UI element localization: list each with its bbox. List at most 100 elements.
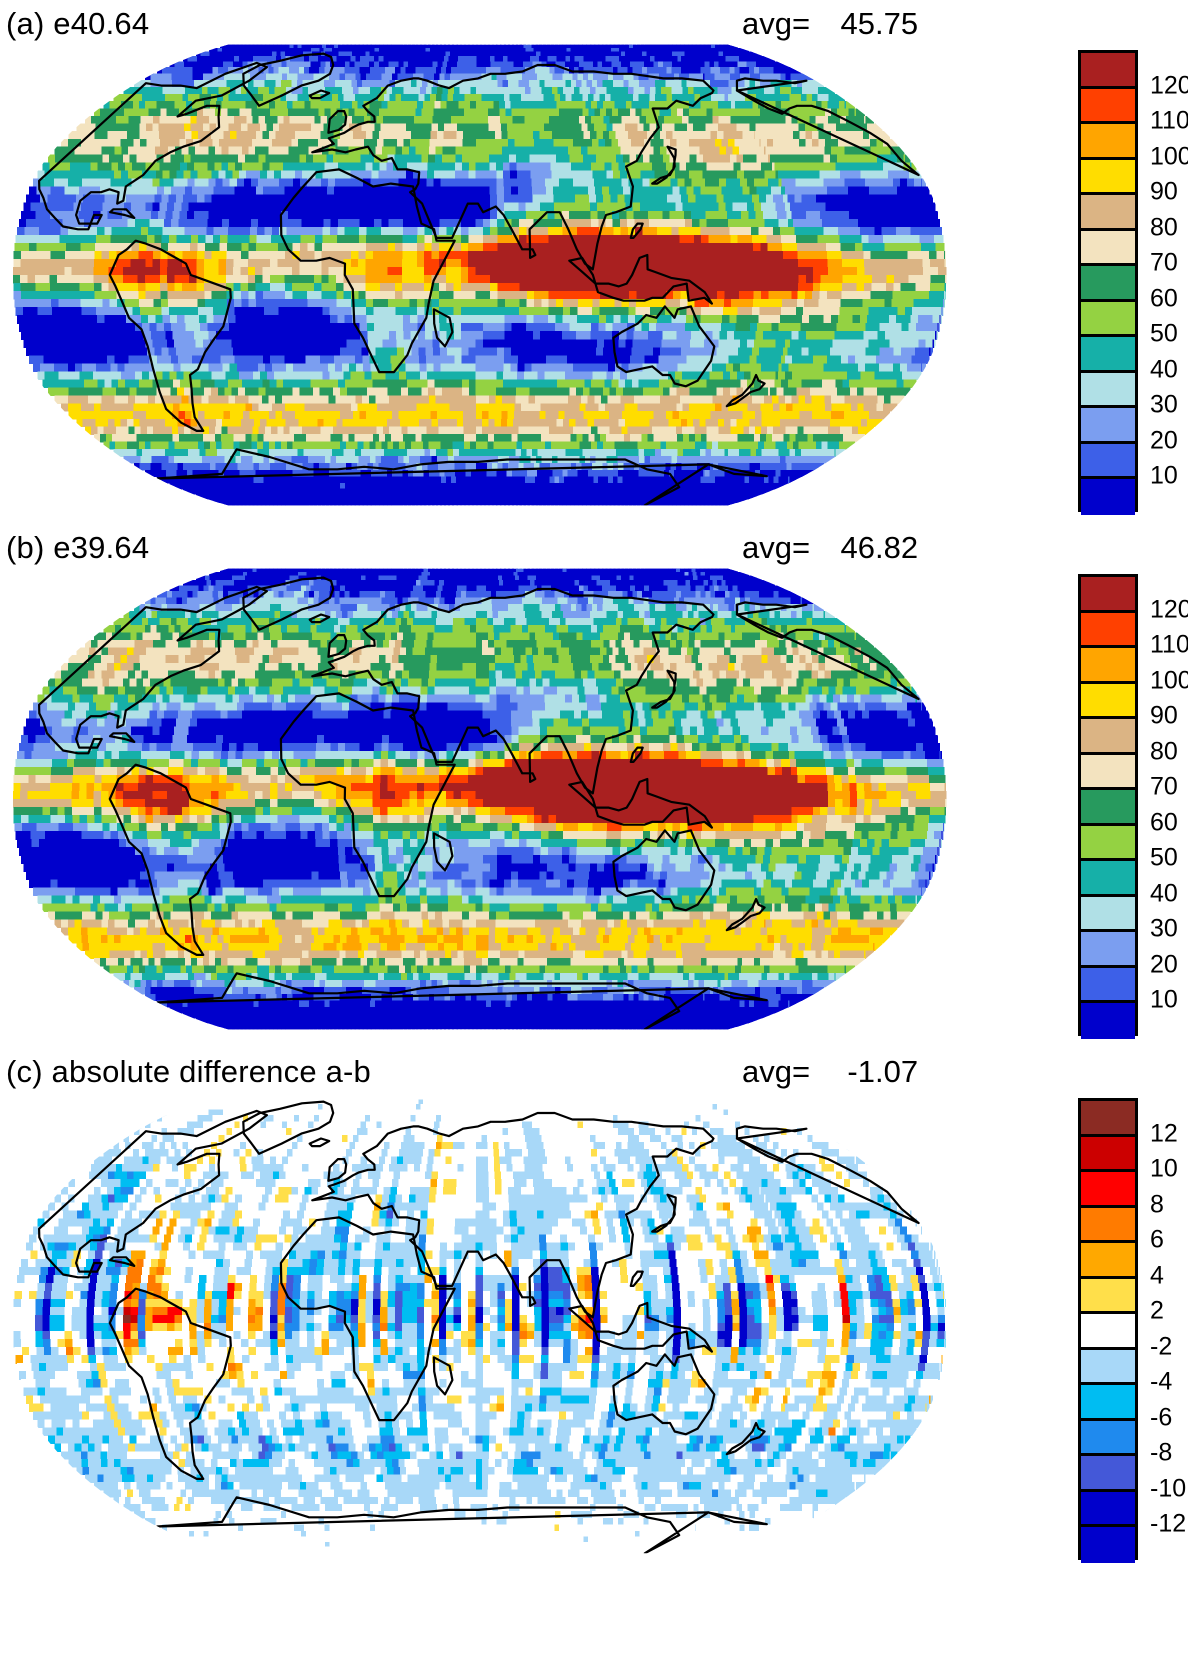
colorbar-cell — [1081, 372, 1135, 409]
colorbar-strip — [1078, 574, 1138, 1039]
panel-b-avg-label: avg= — [742, 530, 810, 565]
colorbar-tick: 110 — [1150, 632, 1188, 658]
colorbar-tick: 40 — [1150, 881, 1178, 906]
colorbar-cell — [1081, 1243, 1135, 1279]
colorbar-cell — [1081, 932, 1135, 968]
colorbar-tick: -8 — [1150, 1440, 1172, 1466]
map-panel-a — [8, 40, 948, 510]
colorbar-cell — [1081, 230, 1135, 267]
map-panel-b — [8, 564, 948, 1034]
colorbar-panel-b: 120 110 100 90 80 70 60 50 40 30 20 10 — [1078, 574, 1188, 1039]
coastlines — [38, 576, 920, 1030]
colorbar-tick: 70 — [1150, 250, 1178, 276]
colorbar-panel-c: 12 10 8 6 4 2 -2 -4 -6 -8 -10 -12 — [1078, 1098, 1188, 1563]
panel-a-avg-value: 45.75 — [810, 8, 919, 39]
panel-a-avg-label: avg= — [742, 6, 810, 41]
colorbar-cell — [1081, 754, 1135, 791]
colorbar-cell — [1081, 861, 1135, 897]
colorbar-cell — [1081, 1101, 1135, 1137]
colorbar-cell — [1081, 337, 1135, 373]
map-data-cells — [12, 568, 947, 1030]
colorbar-cell — [1081, 408, 1135, 444]
colorbar-cell — [1081, 1278, 1135, 1315]
colorbar-tick: 12 — [1150, 1121, 1178, 1146]
colorbar-cell — [1081, 1207, 1135, 1244]
colorbar-panel-a: 120 110 100 90 80 70 60 50 40 30 20 10 — [1078, 50, 1188, 515]
panel-b-avg: avg= 46.82 — [742, 532, 918, 563]
colorbar-tick: 80 — [1150, 215, 1178, 240]
colorbar-cell — [1081, 266, 1135, 302]
colorbar-tick: 4 — [1150, 1263, 1164, 1288]
colorbar-tick: 120 — [1150, 597, 1188, 622]
colorbar-cell — [1081, 896, 1135, 933]
map-data-cells — [12, 1092, 947, 1554]
colorbar-tick: 120 — [1150, 73, 1188, 98]
colorbar-tick: 40 — [1150, 357, 1178, 382]
colorbar-tick: 60 — [1150, 286, 1178, 311]
colorbar-tick: 50 — [1150, 321, 1178, 347]
map-canvas — [12, 44, 947, 506]
colorbar-cell — [1081, 1527, 1135, 1563]
panel-c-avg-label: avg= — [742, 1054, 810, 1089]
colorbar-cell — [1081, 577, 1135, 613]
colorbar-cell — [1081, 1136, 1135, 1173]
colorbar-tick: -2 — [1150, 1334, 1172, 1359]
panel-c-avg-value: -1.07 — [810, 1056, 918, 1087]
colorbar-cell — [1081, 1491, 1135, 1528]
colorbar-cell — [1081, 790, 1135, 826]
colorbar-cell — [1081, 1314, 1135, 1350]
colorbar-tick: -4 — [1150, 1369, 1172, 1395]
colorbar-cell — [1081, 648, 1135, 684]
panel-c-avg: avg= -1.07 — [742, 1056, 918, 1087]
colorbar-tick: 110 — [1150, 108, 1188, 134]
colorbar-tick: 20 — [1150, 952, 1178, 977]
colorbar-cell — [1081, 195, 1135, 231]
colorbar-cell — [1081, 967, 1135, 1004]
colorbar-tick: 30 — [1150, 392, 1178, 418]
colorbar-cell — [1081, 1456, 1135, 1492]
colorbar-tick: 100 — [1150, 668, 1188, 693]
colorbar-tick: 30 — [1150, 916, 1178, 942]
colorbar-cell — [1081, 719, 1135, 755]
colorbar-tick: 100 — [1150, 144, 1188, 169]
colorbar-cell — [1081, 88, 1135, 125]
colorbar-cell — [1081, 683, 1135, 720]
colorbar-tick: -10 — [1150, 1476, 1186, 1501]
colorbar-cell — [1081, 159, 1135, 196]
colorbar-strip — [1078, 50, 1138, 515]
colorbar-tick: 8 — [1150, 1192, 1164, 1217]
colorbar-tick: 80 — [1150, 739, 1178, 764]
colorbar-tick: -6 — [1150, 1405, 1172, 1430]
colorbar-tick: 90 — [1150, 179, 1178, 205]
colorbar-cell — [1081, 124, 1135, 160]
colorbar-tick: 10 — [1150, 1156, 1178, 1182]
colorbar-tick: 90 — [1150, 703, 1178, 729]
colorbar-tick: 2 — [1150, 1298, 1164, 1324]
panel-a-title: (a) e40.64 — [6, 8, 149, 39]
colorbar-cell — [1081, 1385, 1135, 1421]
colorbar-cell — [1081, 1420, 1135, 1457]
colorbar-tick: -12 — [1150, 1511, 1186, 1537]
colorbar-cell — [1081, 443, 1135, 480]
colorbar-cell — [1081, 612, 1135, 649]
map-canvas — [12, 568, 947, 1030]
map-panel-c — [8, 1088, 948, 1558]
colorbar-cell — [1081, 1003, 1135, 1039]
colorbar-cell — [1081, 1349, 1135, 1386]
colorbar-tick: 50 — [1150, 845, 1178, 871]
colorbar-cell — [1081, 825, 1135, 862]
colorbar-tick: 70 — [1150, 774, 1178, 800]
colorbar-cell — [1081, 53, 1135, 89]
colorbar-tick: 6 — [1150, 1227, 1164, 1253]
colorbar-tick: 10 — [1150, 987, 1178, 1013]
colorbar-strip — [1078, 1098, 1138, 1563]
panel-b-title: (b) e39.64 — [6, 532, 149, 563]
colorbar-cell — [1081, 479, 1135, 515]
panel-b-avg-value: 46.82 — [810, 532, 919, 563]
coastlines — [38, 52, 920, 506]
colorbar-tick: 20 — [1150, 428, 1178, 453]
colorbar-tick: 10 — [1150, 463, 1178, 489]
colorbar-tick: 60 — [1150, 810, 1178, 835]
colorbar-cell — [1081, 301, 1135, 338]
